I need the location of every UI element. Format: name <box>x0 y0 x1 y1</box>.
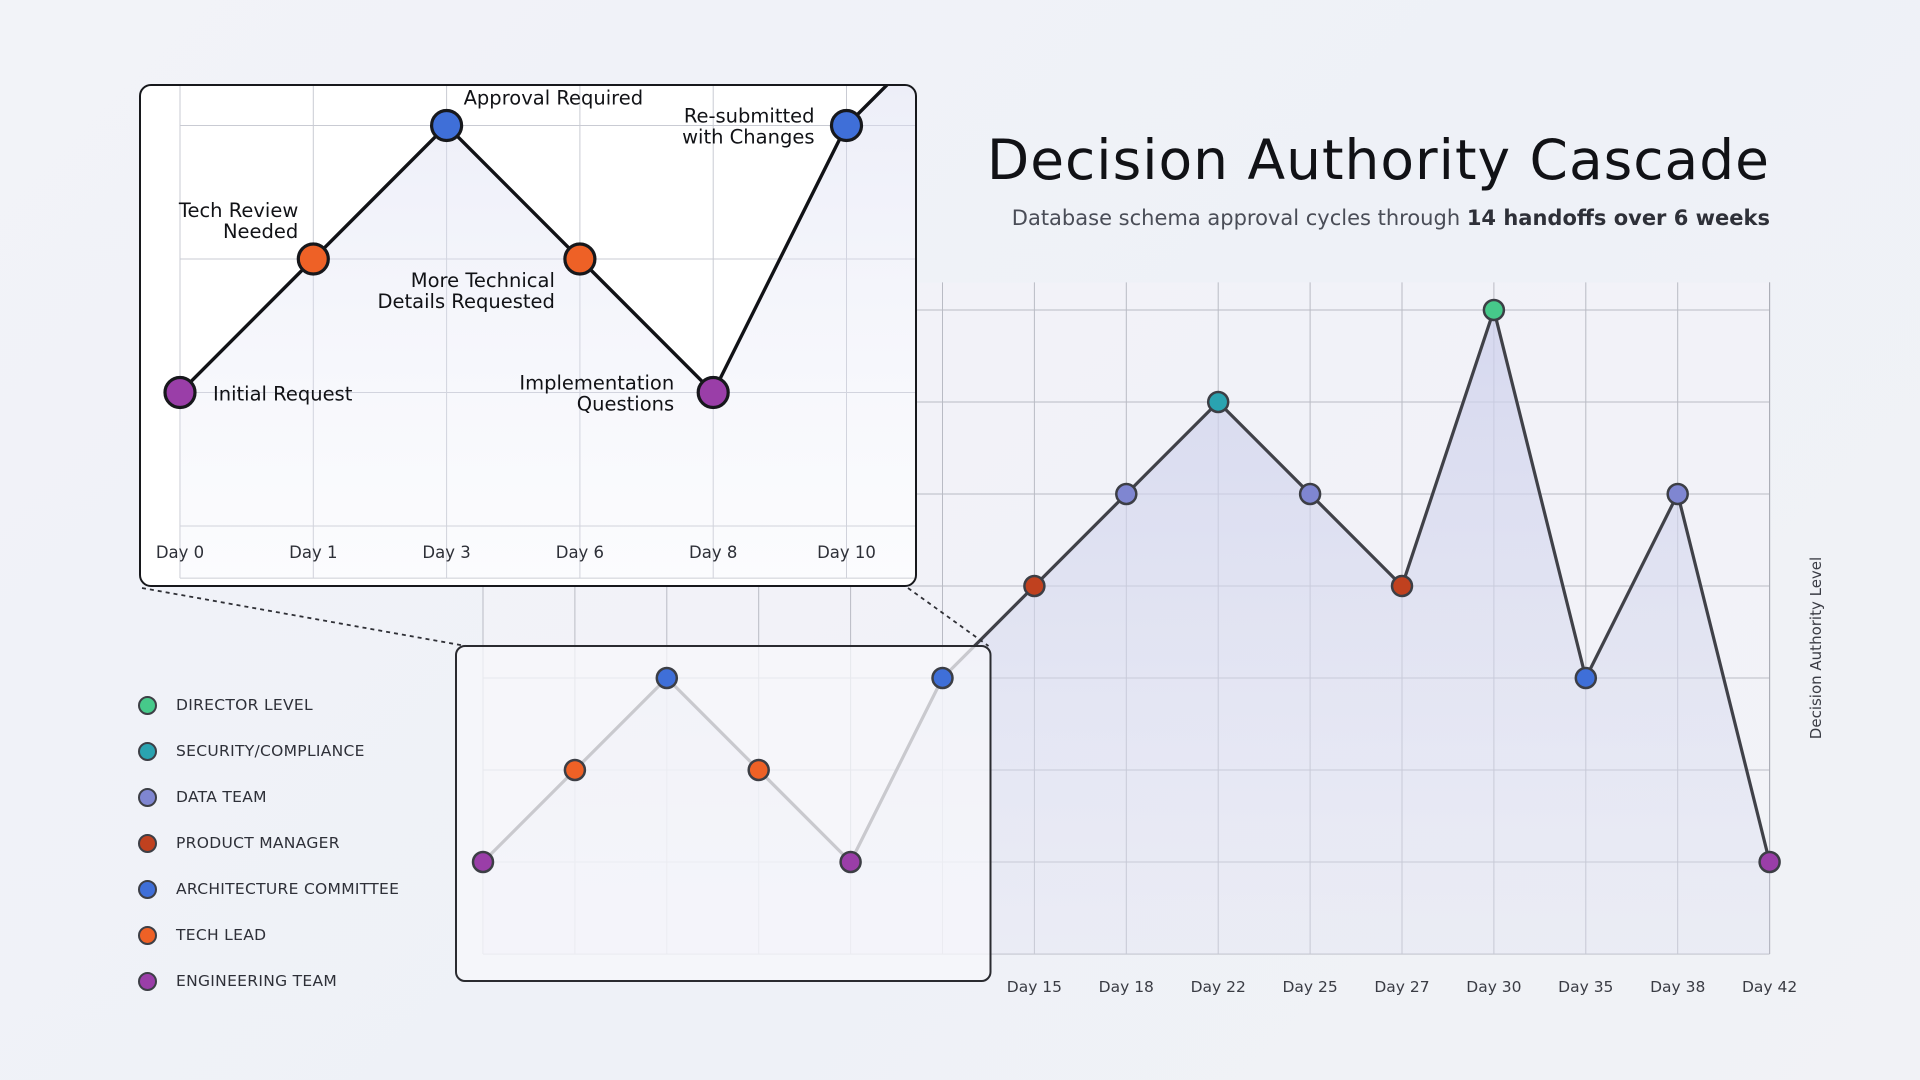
inset-x-tick-label: Day 0 <box>156 543 204 562</box>
inset-x-tick-label: Day 6 <box>556 543 604 562</box>
inset-x-tick-label: Day 8 <box>689 543 737 562</box>
legend-swatch <box>138 879 157 899</box>
inset-annotation: Implementation Questions <box>519 372 674 416</box>
inset-data-point-arch <box>829 108 864 143</box>
inset-x-tick-label: Day 1 <box>289 543 337 562</box>
data-point-eng <box>839 850 862 874</box>
inset-annotation: Initial Request <box>213 383 353 406</box>
data-point-security <box>1206 390 1230 414</box>
x-tick-label: Day 22 <box>1191 978 1246 996</box>
connector-line <box>907 587 990 647</box>
legend-swatch <box>138 741 157 761</box>
data-point-arch <box>1574 666 1598 690</box>
inset-data-point-eng <box>163 375 197 410</box>
annotation-line: Re-submitted <box>684 105 815 128</box>
legend-item-pm: PRODUCT MANAGER <box>138 820 399 866</box>
subtitle-text: Database schema approval cycles through <box>1011 206 1467 230</box>
inset-x-tick-label: Day 10 <box>817 543 876 562</box>
annotation-line: with Changes <box>682 126 814 149</box>
legend-item-data: DATA TEAM <box>138 774 399 820</box>
chart-subtitle: Database schema approval cycles through … <box>987 206 1770 230</box>
legend-label: PRODUCT MANAGER <box>176 834 340 852</box>
inset-x-tick-label: Day 3 <box>422 543 470 562</box>
data-point-tech <box>747 758 770 782</box>
legend-swatch <box>138 833 157 853</box>
zoom-region-box <box>455 645 992 982</box>
annotation-line: Initial Request <box>213 383 353 406</box>
zoom-connectors <box>141 587 990 647</box>
x-tick-label: Day 42 <box>1742 978 1797 996</box>
connector-line <box>141 587 467 647</box>
inset-border <box>139 84 917 587</box>
annotation-line: Details Requested <box>378 290 555 313</box>
legend-swatch <box>138 971 157 991</box>
data-point-data <box>1666 482 1689 506</box>
inset-data-point-tech <box>563 242 597 276</box>
data-point-tech <box>563 758 587 782</box>
legend-label: ENGINEERING TEAM <box>176 972 338 990</box>
inset-plot: Day 0 Day 1 Day 3 Day 6 Day 8 Day 10 Initial R… <box>156 66 916 579</box>
legend-label: DATA TEAM <box>176 788 267 806</box>
data-point-pm <box>1023 574 1046 598</box>
annotation-line: Tech Review <box>178 199 298 222</box>
legend-item-tech: TECH LEAD <box>138 912 399 958</box>
x-tick-label: Day 27 <box>1374 978 1429 996</box>
legend-swatch <box>138 787 157 807</box>
chart-header: Decision Authority Cascade Database sche… <box>987 128 1770 230</box>
inset-annotation: Tech Review Needed <box>178 199 298 243</box>
data-point-eng <box>471 850 495 874</box>
inset-zoom-chart: Day 0 Day 1 Day 3 Day 6 Day 8 Day 10 Initial R… <box>139 66 917 587</box>
data-point-data <box>1298 482 1322 506</box>
area-fill <box>483 310 1770 954</box>
legend-label: TECH LEAD <box>176 926 267 944</box>
inset-data-point-tech <box>296 242 330 276</box>
inset-annotation: Re-submitted with Changes <box>682 105 814 149</box>
legend-label: DIRECTOR LEVEL <box>176 696 313 714</box>
legend-item-arch: ARCHITECTURE COMMITTEE <box>138 866 399 912</box>
data-point-arch <box>655 666 679 690</box>
annotation-line: Architecture <box>464 66 583 89</box>
inset-annotation: Architecture Approval Required <box>464 66 644 110</box>
inset-annotation: More Technical Details Requested <box>378 269 555 313</box>
x-tick-label: Day 18 <box>1099 978 1154 996</box>
x-tick-label: Day 38 <box>1650 978 1705 996</box>
data-point-director <box>1482 298 1506 322</box>
legend-item-security: SECURITY/COMPLIANCE <box>138 728 399 774</box>
legend-label: SECURITY/COMPLIANCE <box>176 742 365 760</box>
inset-data-point-eng <box>696 375 730 410</box>
annotation-line: Implementation <box>519 372 674 395</box>
inset-data-point-arch <box>430 108 464 143</box>
x-tick-label: Day 15 <box>1007 978 1062 996</box>
data-point-pm <box>1390 574 1414 598</box>
legend-swatch <box>138 695 157 715</box>
main-chart: Day 15 Day 18 Day 22 Day 25 Day 27 Day 30 Day … <box>455 282 1797 996</box>
legend: DIRECTOR LEVEL SECURITY/COMPLIANCE DATA TE… <box>138 682 399 1004</box>
annotation-line: Approval Required <box>464 87 644 110</box>
legend-item-eng: ENGINEERING TEAM <box>138 958 399 1004</box>
chart-title: Decision Authority Cascade <box>986 128 1770 192</box>
subtitle-highlight: 14 handoffs over 6 weeks <box>1466 206 1770 230</box>
data-point-data <box>1115 482 1138 506</box>
annotation-line: Needed <box>223 220 298 243</box>
data-point-eng <box>1758 850 1781 874</box>
legend-label: ARCHITECTURE COMMITTEE <box>176 880 400 898</box>
data-point-arch <box>931 666 954 690</box>
inset-area-fill <box>180 85 916 579</box>
annotation-line: Questions <box>577 393 674 416</box>
legend-item-director: DIRECTOR LEVEL <box>138 682 399 728</box>
x-tick-label: Day 25 <box>1282 978 1337 996</box>
annotation-line: More Technical <box>411 269 555 292</box>
legend-swatch <box>138 925 157 945</box>
y-axis-label: Decision Authority Level <box>1807 556 1825 740</box>
x-tick-label: Day 35 <box>1558 978 1613 996</box>
x-tick-label: Day 30 <box>1466 978 1521 996</box>
